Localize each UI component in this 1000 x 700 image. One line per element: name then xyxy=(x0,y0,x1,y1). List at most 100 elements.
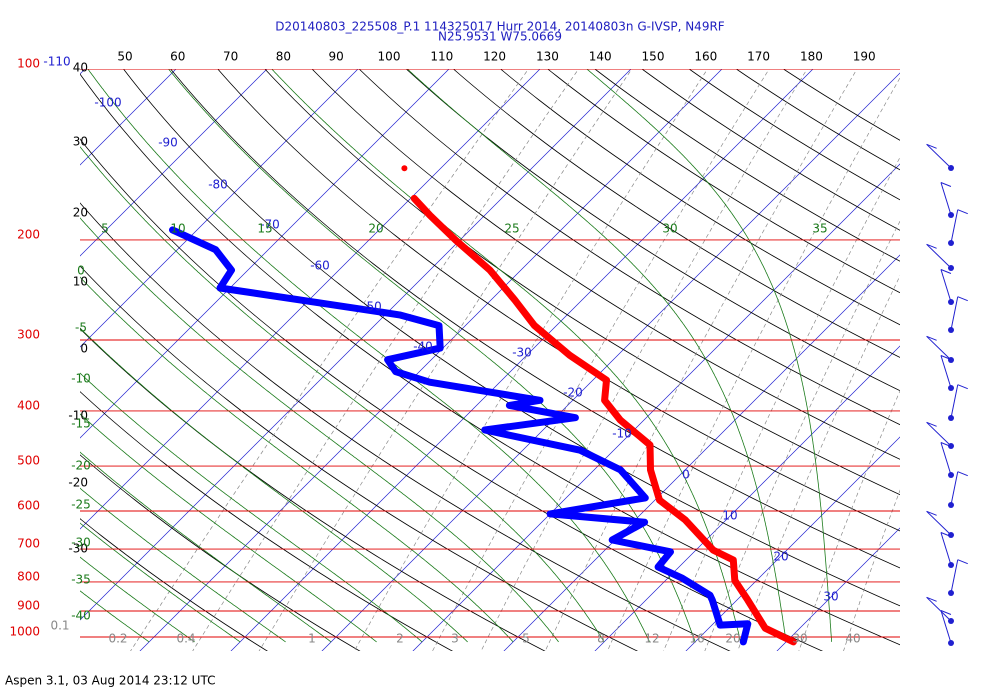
traces xyxy=(169,165,797,646)
isotherm xyxy=(139,69,723,651)
isotherm xyxy=(321,72,900,651)
barb-staff xyxy=(926,510,952,536)
top-label: 150 xyxy=(642,50,665,64)
barb-flag xyxy=(957,384,968,390)
barb-flag xyxy=(940,442,952,447)
mixing-ratio-label: 16 xyxy=(689,632,704,646)
barb-staff xyxy=(940,182,952,216)
mixing-ratio-label: 3 xyxy=(451,632,459,646)
barb-staff xyxy=(926,596,952,622)
dry-adiabat-label: 10 xyxy=(73,275,88,289)
isotherm xyxy=(80,69,541,530)
isotherm-label: 0 xyxy=(682,468,690,482)
pressure-label: 700 xyxy=(17,537,40,551)
sounding-trace xyxy=(410,194,797,646)
moist-adiabat-label: -20 xyxy=(71,459,91,473)
dry-adiabat xyxy=(170,69,900,569)
moist-adiabat xyxy=(80,522,241,643)
moist-adiabat xyxy=(80,217,559,643)
dry-adiabat xyxy=(688,69,900,201)
moist-adiabat-label: 10 xyxy=(170,222,185,236)
isotherm xyxy=(230,69,814,651)
barb-staff xyxy=(950,296,959,331)
barb-flag xyxy=(957,296,968,302)
pressure-label: 300 xyxy=(17,328,40,342)
isotherm xyxy=(685,436,900,651)
dry-adiabat xyxy=(80,138,824,651)
title-line: N25.9531 W75.0669 xyxy=(438,30,562,44)
dry-adiabat-label: 0 xyxy=(80,342,88,356)
moist-adiabat xyxy=(80,146,605,643)
barb-dot xyxy=(948,265,954,271)
barb-flag xyxy=(940,532,952,537)
moist-adiabat-label: 20 xyxy=(368,222,383,236)
dry-adiabat xyxy=(264,69,900,496)
mixing-ratio-line xyxy=(480,69,808,651)
dry-adiabat xyxy=(311,69,900,460)
barb-dot xyxy=(948,415,954,421)
pressure-label: 1000 xyxy=(9,625,40,639)
mixing-ratio-line xyxy=(258,69,633,651)
mixing-ratio-line xyxy=(432,69,770,651)
pressure-label: 400 xyxy=(17,398,40,412)
top-label: 80 xyxy=(276,50,291,64)
grid xyxy=(80,69,900,651)
top-label: 100 xyxy=(378,50,401,64)
barb-dot xyxy=(948,357,954,363)
barb-staff xyxy=(926,421,952,447)
barb-staff xyxy=(940,532,952,566)
dry-adiabat xyxy=(594,69,900,262)
top-label: 70 xyxy=(223,50,238,64)
isotherm-label: 20 xyxy=(773,550,788,564)
isotherm xyxy=(80,69,632,621)
barb-dot xyxy=(948,640,954,646)
pressure-label: 500 xyxy=(17,454,40,468)
barb-flag xyxy=(926,510,937,516)
mixing-ratio-line xyxy=(798,389,900,651)
pressure-label: 600 xyxy=(17,498,40,512)
mixing-ratio-label: 40 xyxy=(845,632,860,646)
moist-adiabat-label: -40 xyxy=(71,609,91,623)
barb-staff xyxy=(926,143,952,169)
isotherm-label: -10 xyxy=(612,427,632,441)
isotherm-label: -40 xyxy=(413,340,433,354)
moist-adiabat xyxy=(80,372,423,643)
mixing-ratio-label: 0.2 xyxy=(108,632,127,646)
isotherm-label: -100 xyxy=(94,96,121,110)
sounding-point xyxy=(401,165,408,172)
moist-adiabat xyxy=(406,69,787,642)
mixing-ratio-label: 8 xyxy=(597,632,605,646)
moist-adiabat-label: 30 xyxy=(662,222,677,236)
isotherm xyxy=(594,345,900,651)
top-label: 190 xyxy=(853,50,876,64)
wind-barbs xyxy=(926,143,968,646)
mixing-ratio-line xyxy=(130,69,529,651)
mixing-ratio-line xyxy=(192,69,580,651)
mixing-ratio-label: 30 xyxy=(792,632,807,646)
mixing-ratio-label: 0.4 xyxy=(176,632,195,646)
barb-dot xyxy=(948,327,954,333)
mixing-ratio-line xyxy=(704,220,900,651)
sounding-trace xyxy=(169,226,752,646)
top-label: 180 xyxy=(800,50,823,64)
barb-dot xyxy=(948,472,954,478)
moist-adiabat xyxy=(80,413,377,643)
mixing-ratio-label: 0.1 xyxy=(50,619,69,633)
title-line: D20140803_225508_P.1 114325017 Hurr 2014… xyxy=(275,20,724,34)
isotherm xyxy=(80,69,177,166)
barb-dot xyxy=(948,165,954,171)
isotherm xyxy=(80,69,450,439)
pressure-label: 900 xyxy=(17,599,40,613)
barb-dot xyxy=(948,240,954,246)
moist-adiabat-label: 35 xyxy=(812,222,827,236)
barb-staff xyxy=(940,442,952,476)
moist-adiabat-label: -5 xyxy=(75,321,87,335)
moist-adiabat-label: 5 xyxy=(101,222,109,236)
barb-dot xyxy=(948,590,954,596)
dry-adiabat-label: 40 xyxy=(73,61,88,75)
isotherm-label: 10 xyxy=(722,509,737,523)
barb-dot xyxy=(948,385,954,391)
barb-flag xyxy=(940,610,952,615)
mixing-ratio-line xyxy=(663,156,900,651)
